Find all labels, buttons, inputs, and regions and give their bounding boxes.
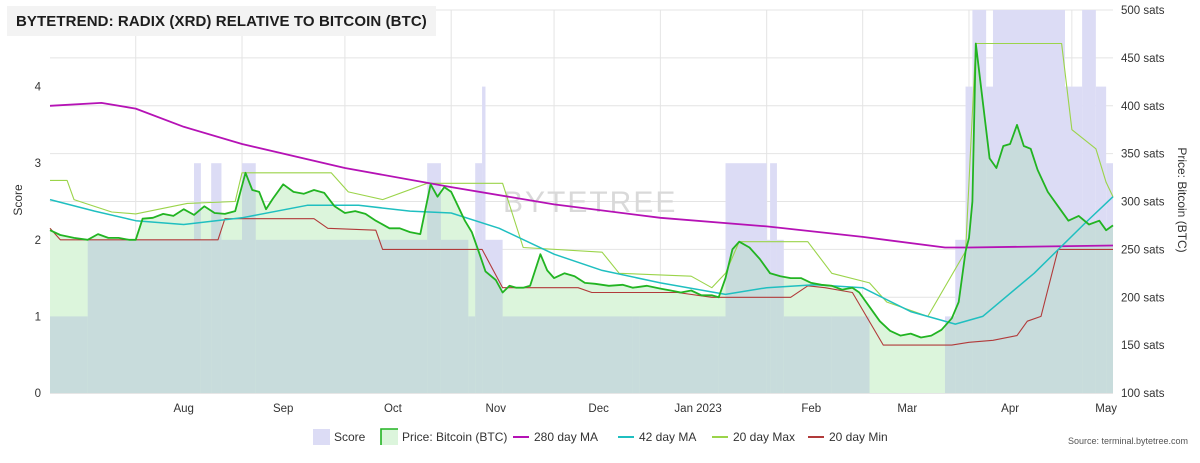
score-overlap-bar: [221, 239, 243, 393]
y-left-tick-label: 0: [35, 388, 41, 400]
min20-line: [49, 218, 1113, 346]
legend-swatch-score: [313, 429, 330, 445]
legend-label-price: Price: Bitcoin (BTC): [402, 430, 507, 444]
score-overlap-bar: [440, 239, 469, 393]
y-right-tick-label: 250 sats: [1121, 244, 1165, 256]
legend-label-max20: 20 day Max: [733, 430, 795, 444]
score-overlap-bar: [194, 163, 201, 393]
x-tick-label: Apr: [1001, 403, 1019, 415]
x-tick-label: May: [1095, 403, 1117, 415]
score-overlap-bar: [986, 86, 993, 393]
score-overlap-bar: [255, 239, 428, 393]
watermark: BYTETREE: [503, 186, 677, 219]
ma280-line: [49, 102, 1114, 249]
score-overlap-bar: [468, 316, 476, 393]
score-overlap-bar: [87, 239, 195, 393]
series-lines: [49, 42, 1114, 346]
score-overlap-bar: [50, 316, 88, 393]
score-overlap-bar: [783, 316, 832, 393]
score-overlap-bar: [502, 316, 633, 393]
score-overlap-bar: [639, 316, 719, 393]
score-overlap-bar: [427, 163, 441, 393]
score-overlap-bar: [1106, 163, 1113, 393]
y-left-tick-label: 3: [35, 158, 41, 170]
x-tick-label: Jan 2023: [674, 403, 721, 415]
score-overlap-bar: [200, 239, 212, 393]
score-overlap-bar: [475, 163, 483, 393]
price-line: [49, 42, 1114, 339]
x-tick-label: Oct: [384, 403, 403, 415]
y-left-tick-label: 1: [35, 311, 41, 323]
score-overlap-bar: [632, 316, 640, 393]
x-tick-label: Aug: [173, 403, 193, 415]
score-overlap-bar: [770, 163, 777, 393]
x-tick-label: Mar: [897, 403, 917, 415]
x-axis-ticks: Aug Sep Oct Nov Dec Jan 2023 Feb Mar Apr May: [173, 403, 1117, 415]
legend-label-ma42: 42 day MA: [639, 430, 696, 444]
score-bar: [482, 86, 486, 393]
score-overlap-bar: [766, 239, 771, 393]
score-overlap-bar: [944, 316, 956, 393]
score-overlap-bar: [776, 239, 784, 393]
y-right-title: Price: Bitcoin (BTC): [1175, 147, 1189, 252]
ma42-line: [49, 196, 1114, 325]
y-left-tick-label: 4: [35, 82, 42, 94]
chart-title: BYTETREND: RADIX (XRD) RELATIVE TO BITCO…: [16, 12, 427, 30]
score-overlap-bar: [955, 239, 966, 393]
score-overlap-bar: [831, 316, 870, 393]
y-right-tick-label: 400 sats: [1121, 101, 1165, 113]
legend-label-min20: 20 day Min: [829, 430, 888, 444]
y-right-ticks: 100 sats 150 sats 200 sats 250 sats 300 sats…: [1121, 5, 1165, 400]
x-tick-label: Dec: [588, 403, 609, 415]
y-right-tick-label: 450 sats: [1121, 53, 1165, 65]
max20-line: [50, 42, 1114, 317]
legend-label-score: Score: [334, 430, 366, 444]
legend-swatch-price: [381, 429, 398, 445]
y-right-tick-label: 200 sats: [1121, 292, 1165, 304]
y-right-tick-label: 500 sats: [1121, 5, 1165, 17]
y-right-tick-label: 150 sats: [1121, 340, 1165, 352]
legend: Score Price: Bitcoin (BTC) 280 day MA 42 da…: [313, 428, 888, 445]
score-overlap-bar: [972, 43, 987, 393]
y-left-ticks: 0 1 2 3 4: [35, 82, 42, 400]
x-tick-label: Feb: [801, 403, 821, 415]
legend-label-ma280: 280 day MA: [534, 430, 598, 444]
legend-swatch-edge-price: [380, 428, 398, 445]
y-right-tick-label: 100 sats: [1121, 388, 1165, 400]
y-right-tick-label: 350 sats: [1121, 149, 1165, 161]
y-right-tick-label: 300 sats: [1121, 197, 1165, 209]
x-tick-label: Nov: [486, 403, 507, 415]
x-tick-label: Sep: [273, 403, 293, 415]
source-note: Source: terminal.bytetree.com: [1067, 436, 1188, 446]
score-overlap-bar: [718, 316, 726, 393]
score-overlap-bar: [211, 163, 222, 393]
score-overlap-bar: [1095, 86, 1107, 393]
chart-title-box: BYTETREND: RADIX (XRD) RELATIVE TO BITCO…: [7, 6, 436, 36]
score-overlap-bar: [242, 163, 256, 393]
y-left-tick-label: 2: [35, 235, 41, 247]
y-left-title: Score: [11, 184, 25, 216]
